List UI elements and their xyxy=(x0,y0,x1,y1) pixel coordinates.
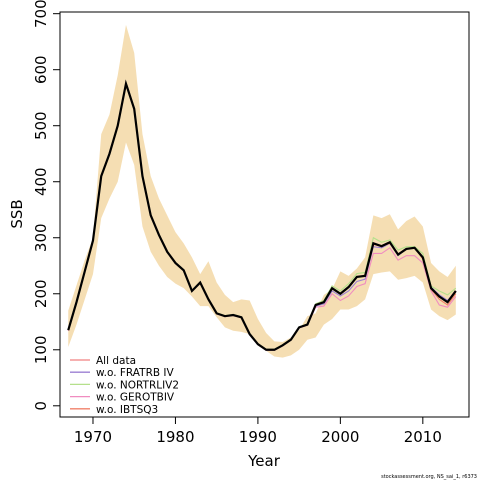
x-tick-label: 1980 xyxy=(156,428,194,446)
y-tick-label: 600 xyxy=(32,55,50,84)
y-tick-label: 700 xyxy=(32,0,50,28)
legend-label: w.o. GEROTBIV xyxy=(96,392,175,404)
x-tick-label: 1990 xyxy=(239,428,277,446)
y-tick-label: 400 xyxy=(32,167,50,196)
x-axis-title: Year xyxy=(247,452,281,470)
y-axis: 0 100 200 300 400 500 600 700 xyxy=(32,0,60,411)
series-line-all-data xyxy=(67,79,457,351)
y-tick-label: 300 xyxy=(32,223,50,252)
y-tick-label: 0 xyxy=(32,401,50,411)
plot-frame xyxy=(59,11,470,418)
legend-label: w.o. IBTSQ3 xyxy=(96,404,158,416)
x-axis: 1970 1980 1990 2000 2010 xyxy=(74,417,442,446)
x-tick-label: 2000 xyxy=(321,428,359,446)
legend-label: w.o. NORTRLIV2 xyxy=(96,379,179,391)
series-layer xyxy=(67,79,457,351)
x-tick-label: 1970 xyxy=(74,428,112,446)
y-tick-label: 100 xyxy=(32,335,50,364)
legend-label: w.o. FRATRB IV xyxy=(96,367,175,379)
y-tick-label: 500 xyxy=(32,111,50,140)
x-tick-label: 2010 xyxy=(404,428,442,446)
confidence-band-layer xyxy=(68,24,456,358)
confidence-band xyxy=(68,24,456,358)
legend-label: All data xyxy=(96,355,136,367)
y-axis-title: SSB xyxy=(8,199,26,228)
credit-text: stockassessment.org, NS_sai_1, r6373 xyxy=(381,474,477,480)
y-tick-label: 200 xyxy=(32,279,50,308)
